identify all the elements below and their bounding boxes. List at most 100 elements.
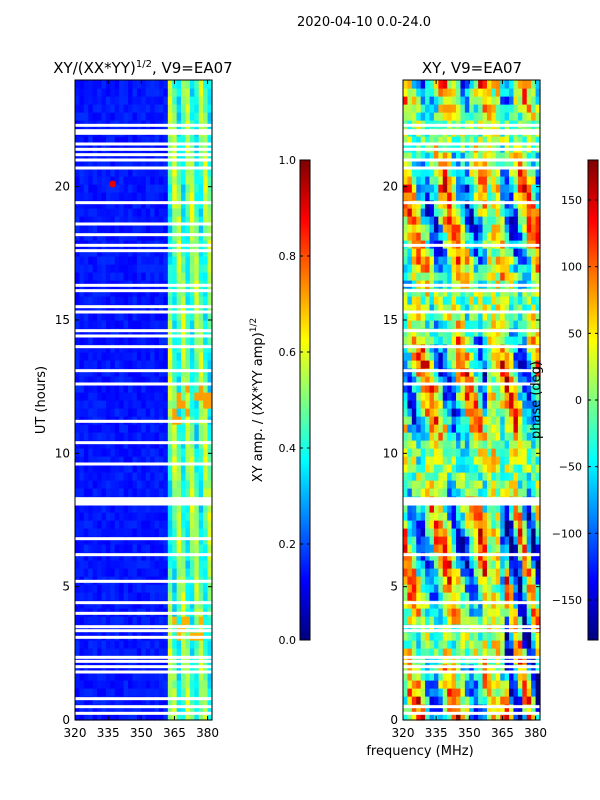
heatmap-cell (194, 464, 200, 473)
heatmap-cell (163, 248, 169, 257)
heatmap-cell (509, 296, 515, 305)
heatmap-cell (136, 696, 142, 705)
heatmap-cell (92, 424, 98, 433)
heatmap-cell (433, 312, 439, 321)
heatmap-cell (403, 616, 409, 625)
heatmap-cell (189, 136, 195, 145)
heatmap-cell (425, 624, 431, 633)
heatmap-cell (119, 360, 125, 369)
heatmap-cell (509, 200, 515, 209)
heatmap-cell (403, 168, 409, 177)
heatmap-cell (411, 512, 417, 521)
heatmap-cell (495, 184, 501, 193)
heatmap-cell (482, 608, 488, 617)
heatmap-cell (513, 208, 519, 217)
heatmap-cell (128, 464, 134, 473)
heatmap-cell (531, 544, 537, 553)
heatmap-cell (411, 256, 417, 265)
heatmap-cell (531, 680, 537, 689)
heatmap-cell (486, 616, 492, 625)
heatmap-cell (486, 328, 492, 337)
heatmap-cell (500, 624, 506, 633)
heatmap-cell (522, 152, 528, 161)
heatmap-cell (433, 192, 439, 201)
heatmap-cell (407, 712, 413, 721)
heatmap-cell (531, 200, 537, 209)
heatmap-cell (158, 136, 164, 145)
heatmap-cell (411, 448, 417, 457)
heatmap-cell (526, 264, 532, 273)
heatmap-cell (105, 672, 111, 681)
heatmap-cell (486, 688, 492, 697)
amplitude-panel: XY/(XX*YY)1/2, V9=EA07 320 335 350 365 380 0… (34, 59, 233, 740)
heatmap-cell (97, 248, 103, 257)
heatmap-cell (185, 232, 191, 241)
heatmap-cell (495, 112, 501, 121)
heatmap-cell (145, 624, 151, 633)
heatmap-cell (535, 712, 541, 721)
heatmap-cell (79, 184, 85, 193)
heatmap-cell (509, 552, 515, 561)
heatmap-cell (403, 176, 409, 185)
heatmap-cell (407, 272, 413, 281)
heatmap-cell (75, 408, 81, 417)
heatmap-cell (504, 400, 510, 409)
heatmap-cell (163, 304, 169, 313)
heatmap-cell (517, 608, 523, 617)
heatmap-cell (509, 528, 515, 537)
heatmap-cell (75, 432, 81, 441)
heatmap-cell (92, 192, 98, 201)
heatmap-cell (504, 520, 510, 529)
heatmap-cell (438, 448, 444, 457)
heatmap-cell (75, 296, 81, 305)
heatmap-cell (420, 600, 426, 609)
heatmap-cell (158, 192, 164, 201)
heatmap-cell (473, 408, 479, 417)
heatmap-cell (207, 200, 213, 209)
heatmap-cell (495, 464, 501, 473)
heatmap-cell (469, 248, 475, 257)
heatmap-cell (119, 160, 125, 169)
heatmap-cell (469, 152, 475, 161)
heatmap-cell (128, 624, 134, 633)
heatmap-cell (136, 328, 142, 337)
heatmap-cell (531, 136, 537, 145)
heatmap-cell (447, 584, 453, 593)
heatmap-cell (114, 408, 120, 417)
heatmap-cell (526, 696, 532, 705)
heatmap-cell (141, 360, 147, 369)
heatmap-cell (429, 336, 435, 345)
heatmap-cell (482, 264, 488, 273)
heatmap-cell (433, 424, 439, 433)
heatmap-cell (88, 488, 94, 497)
heatmap-cell (486, 288, 492, 297)
heatmap-cell (460, 512, 466, 521)
heatmap-cell (456, 408, 462, 417)
heatmap-cell (167, 400, 173, 409)
heatmap-cell (207, 696, 213, 705)
heatmap-cell (513, 392, 519, 401)
heatmap-cell (194, 248, 200, 257)
heatmap-cell (83, 624, 89, 633)
heatmap-cell (207, 488, 213, 497)
heatmap-cell (460, 328, 466, 337)
heatmap-cell (526, 488, 532, 497)
heatmap-cell (207, 504, 213, 513)
heatmap-cell (101, 704, 107, 713)
heatmap-cell (469, 368, 475, 377)
heatmap-cell (451, 288, 457, 297)
heatmap-cell (517, 456, 523, 465)
heatmap-cell (203, 192, 209, 201)
heatmap-cell (163, 592, 169, 601)
heatmap-cell (83, 616, 89, 625)
heatmap-cell (433, 440, 439, 449)
heatmap-cell (517, 480, 523, 489)
heatmap-cell (482, 272, 488, 281)
heatmap-cell (513, 608, 519, 617)
heatmap-cell (442, 160, 448, 169)
heatmap-cell (163, 512, 169, 521)
heatmap-cell (207, 600, 213, 609)
heatmap-cell (526, 640, 532, 649)
heatmap-cell (495, 208, 501, 217)
heatmap-cell (198, 552, 204, 561)
